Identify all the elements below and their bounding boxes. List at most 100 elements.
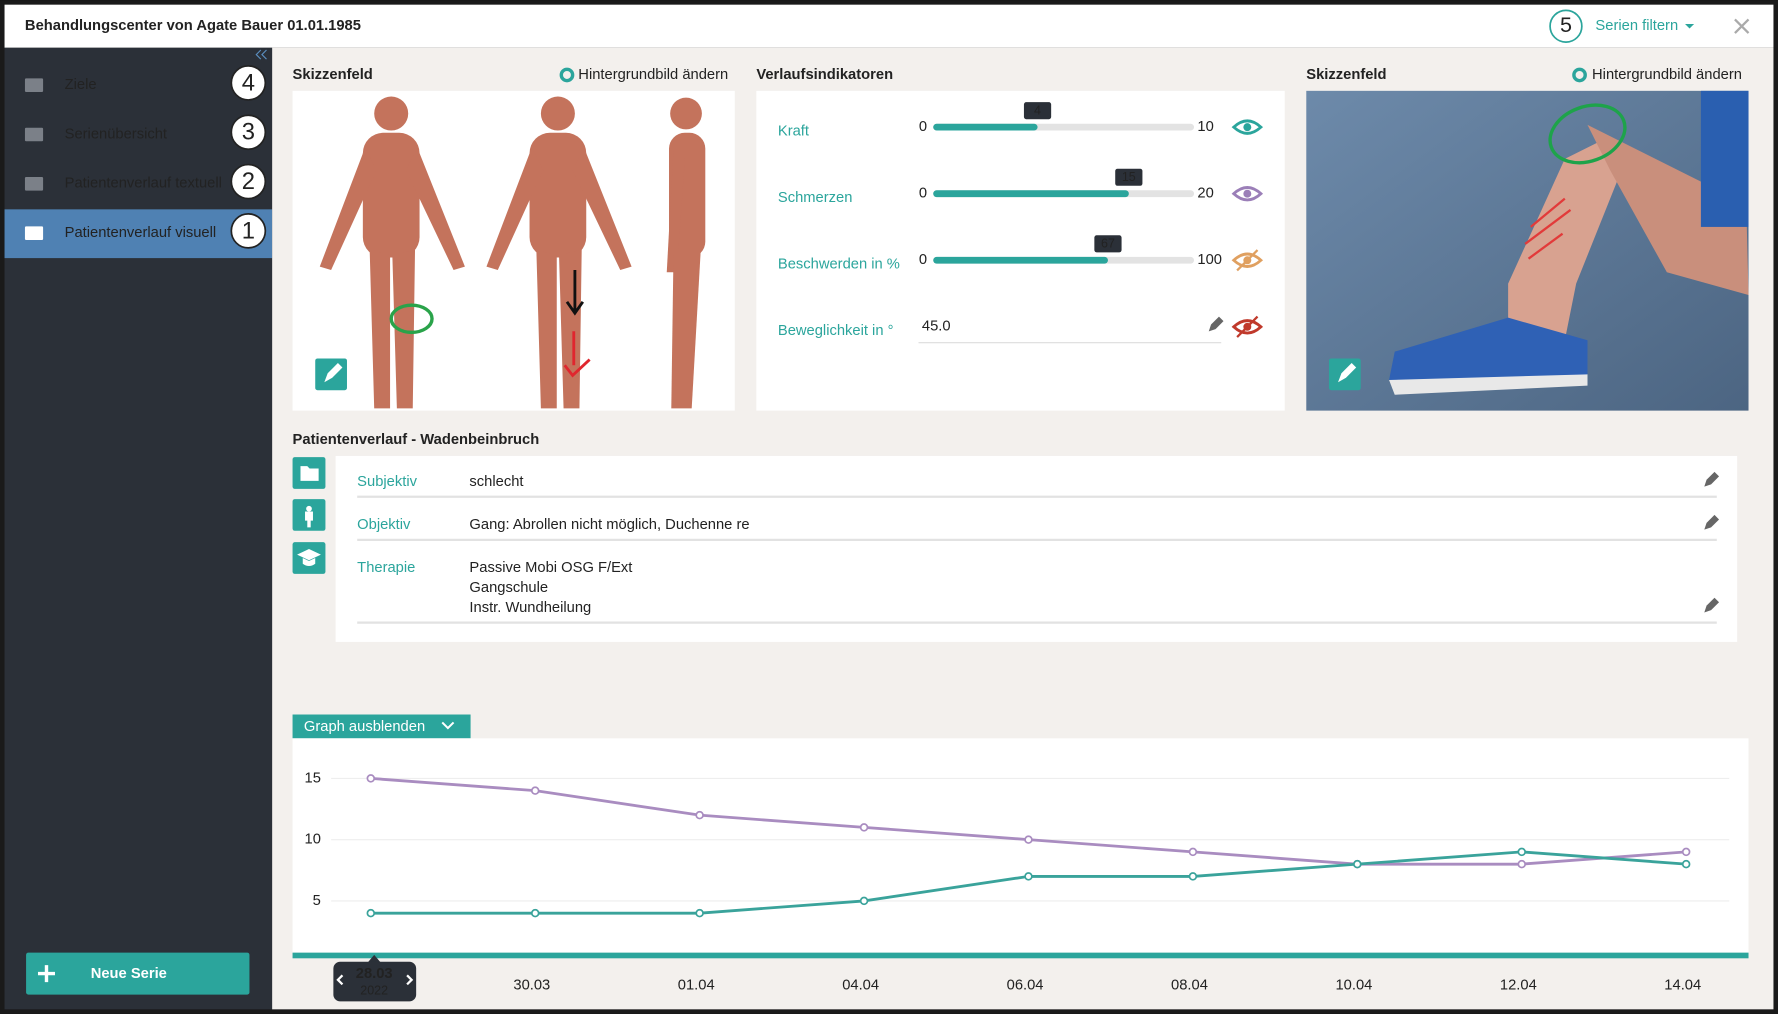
eye-icon[interactable] xyxy=(1231,119,1264,135)
next-arrow[interactable] xyxy=(406,974,414,986)
sidebar-item[interactable]: Patientenverlauf visuell xyxy=(65,225,217,241)
point xyxy=(1188,847,1198,857)
point xyxy=(1681,847,1691,857)
pencil-icon xyxy=(1338,362,1357,383)
x-axis-bar xyxy=(292,952,1749,959)
indicator-label: Beschwerden in % xyxy=(778,257,900,273)
x-tick-label: 06.04 xyxy=(1007,977,1044,993)
slider-min: 0 xyxy=(919,252,927,268)
collapse-icon[interactable] xyxy=(255,49,267,60)
point xyxy=(1517,847,1526,857)
sidebar-item[interactable]: Patientenverlauf textuell xyxy=(65,176,222,192)
badge xyxy=(230,114,267,151)
folder-icon xyxy=(300,466,319,481)
marker-check xyxy=(563,331,591,378)
filter-button[interactable]: Serien filtern xyxy=(1595,18,1678,34)
eye-icon[interactable] xyxy=(1231,186,1264,202)
x-tick-label: 04.04 xyxy=(842,977,879,993)
graph-toggle-label: Graph ausblenden xyxy=(304,719,425,735)
slider-min: 0 xyxy=(919,119,927,135)
item-icon xyxy=(24,127,44,142)
marker-circle xyxy=(1548,103,1627,165)
badge xyxy=(230,213,267,249)
selector-pointer xyxy=(367,954,381,963)
badge-number: 1 xyxy=(242,217,255,244)
indicators-panel xyxy=(756,90,1285,411)
pencil-icon xyxy=(324,362,343,383)
x-tick-label: 08.04 xyxy=(1171,977,1208,993)
panel-title: Skizzenfeld xyxy=(1306,67,1386,83)
row-text: Instr. Wundheilung xyxy=(469,600,591,616)
slider-value: 4 xyxy=(1034,104,1041,118)
panel-title: Skizzenfeld xyxy=(293,67,373,83)
row-label: Therapie xyxy=(357,560,415,576)
slider-max: 100 xyxy=(1197,252,1222,268)
point xyxy=(1024,835,1033,844)
indicator-input: 45.0 xyxy=(922,319,951,335)
x-tick-label: 30.03 xyxy=(513,977,550,993)
x-tick-label: 10.04 xyxy=(1335,977,1372,993)
x-tick-label: 28.03 xyxy=(356,966,393,982)
slider-fill xyxy=(933,123,1038,131)
close-button[interactable] xyxy=(1734,18,1750,34)
slider-fill xyxy=(933,190,1129,198)
badge-number: 2 xyxy=(242,168,255,195)
indicators: Kraft 0 4 10 Schmerzen 0 15 20 Beschwerden in % 0… xyxy=(778,102,1264,344)
anatomy-figures xyxy=(319,96,706,409)
selected-year: 2022 xyxy=(360,983,388,997)
prev-arrow[interactable] xyxy=(336,974,344,986)
new-series-label: Neue Serie xyxy=(91,966,167,982)
point xyxy=(1681,859,1691,869)
sidebar-item[interactable]: Serienübersicht xyxy=(65,126,167,142)
pencil-icon[interactable] xyxy=(1208,316,1224,332)
row-text: Gang: Abrollen nicht möglich, Duchenne r… xyxy=(469,517,749,533)
badge-number: 5 xyxy=(1560,13,1572,37)
x-tick-label: 12.04 xyxy=(1500,977,1537,993)
y-tick-label: 10 xyxy=(305,832,321,848)
change-background[interactable]: Hintergrundbild ändern xyxy=(1592,67,1742,83)
date-selector[interactable] xyxy=(333,961,417,1002)
sidebar xyxy=(4,47,273,1010)
photo-content xyxy=(1389,90,1749,395)
gear-icon xyxy=(1572,67,1587,83)
slider-tooltip xyxy=(1115,168,1143,186)
indicator-label: Schmerzen xyxy=(778,190,853,206)
point xyxy=(530,786,540,795)
course-panel xyxy=(335,455,1738,642)
graph-toggle[interactable] xyxy=(292,714,471,739)
body-icon xyxy=(305,505,313,528)
indicator-label: Kraft xyxy=(778,124,809,140)
eye-pupil xyxy=(1243,123,1252,132)
pencil-icon[interactable] xyxy=(1704,597,1720,613)
sidebar-items: Ziele 4 Serienübersicht 3 Patientenverlauf t… xyxy=(4,65,273,259)
slider-value: 67 xyxy=(1101,237,1115,251)
badge xyxy=(1549,9,1583,43)
slider-max: 20 xyxy=(1197,186,1213,202)
slider-value: 15 xyxy=(1122,170,1136,184)
point xyxy=(695,908,704,918)
point xyxy=(1353,859,1362,869)
indicator-label: Beweglichkeit in ° xyxy=(778,323,894,339)
course-rows: Subjektiv schlecht Objektiv Gang: Abrollen … xyxy=(357,471,1720,624)
point xyxy=(1024,872,1033,881)
y-tick-label: 15 xyxy=(305,770,321,786)
sidebar-item[interactable]: Ziele xyxy=(65,77,97,93)
header-title: Behandlungscenter von Agate Bauer 01.01.… xyxy=(25,18,361,34)
change-background[interactable]: Hintergrundbild ändern xyxy=(578,67,728,83)
pencil-icon[interactable] xyxy=(1704,471,1720,487)
row-label: Objektiv xyxy=(357,517,411,533)
eye-slash xyxy=(1236,315,1259,338)
point xyxy=(1188,872,1198,881)
slider-tooltip xyxy=(1023,102,1052,120)
item-icon xyxy=(24,177,44,191)
x-tick-label: 14.04 xyxy=(1664,977,1701,993)
point xyxy=(1517,859,1526,869)
panel-title: Verlaufsindikatoren xyxy=(756,67,893,83)
pencil-icon[interactable] xyxy=(1704,514,1720,530)
new-series-button[interactable] xyxy=(26,952,250,995)
item-icon xyxy=(24,226,44,240)
y-tick-label: 5 xyxy=(313,893,321,909)
point xyxy=(366,908,376,918)
